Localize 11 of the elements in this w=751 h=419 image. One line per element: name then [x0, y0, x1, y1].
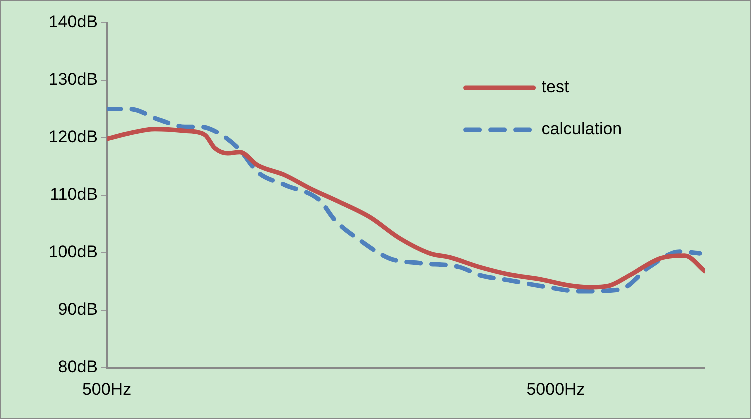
x-tick-label: 500Hz [82, 380, 132, 399]
y-tick-label: 90dB [58, 300, 98, 320]
legend-label: test [542, 78, 570, 97]
y-tick-label: 120dB [48, 128, 98, 147]
x-tick-label: 5000Hz [526, 380, 586, 399]
legend-label: calculation [542, 120, 622, 139]
y-tick-label: 100dB [48, 242, 98, 262]
y-tick-label: 140dB [48, 12, 98, 32]
y-tick-label: 130dB [48, 70, 98, 90]
y-tick-label: 80dB [58, 358, 98, 377]
y-tick-label: 110dB [50, 185, 98, 204]
